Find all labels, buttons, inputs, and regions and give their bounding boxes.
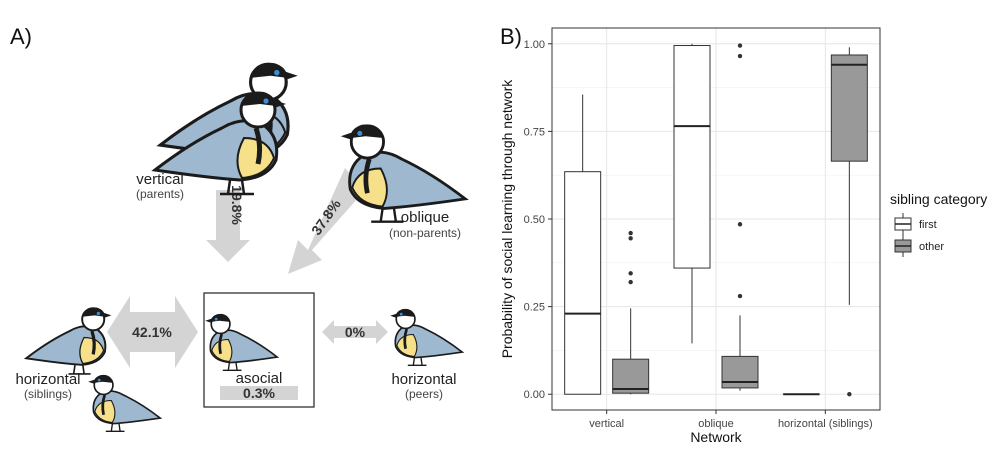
bird-oblique [341,125,465,222]
outlier-point [628,271,632,275]
y-tick-label: 0.75 [524,126,545,138]
vertical-sub: (parents) [136,187,184,201]
outlier-point [628,280,632,284]
x-axis-title: Network [690,429,742,444]
panel-a-letter: A) [10,24,32,49]
y-tick-label: 0.25 [524,302,545,314]
peers-sub: (peers) [405,387,443,401]
legend-label-first: first [919,219,937,231]
peers-label: horizontal [391,371,456,388]
outlier-point [847,392,851,396]
y-ticks: 0.00 0.25 0.50 0.75 1.00 [524,39,552,401]
outlier-point [738,222,742,226]
outlier-point [738,54,742,58]
grid-lines [552,28,880,410]
siblings-sub: (siblings) [24,387,72,401]
bird-peers [390,309,462,365]
bird-asocial [205,314,277,370]
outlier-point [628,236,632,240]
oblique-sub: (non-parents) [389,226,461,240]
bird-sibling-1 [26,307,111,373]
pct-siblings: 42.1% [132,324,172,340]
network-diagram-svg: A) 19.8% 37.8% 42.1% 0% asocial 0.3% ver… [0,0,495,444]
x-tick-label: horizontal (siblings) [778,418,873,430]
vertical-label: vertical [136,171,184,188]
box-first [565,172,601,395]
siblings-label: horizontal [15,371,80,388]
pct-asocial: 0.3% [243,385,275,401]
y-axis-title: Probability of social learning through n… [499,79,515,359]
network-diagram: A) 19.8% 37.8% 42.1% 0% asocial 0.3% ver… [0,0,495,444]
x-tick-label: vertical [589,418,624,430]
oblique-label: oblique [401,209,449,226]
pct-peers: 0% [345,324,366,340]
box-other [722,356,758,388]
box-other [831,55,867,161]
y-tick-label: 0.50 [524,214,545,226]
y-tick-label: 0.00 [524,389,545,401]
panel-b-letter: B) [500,24,522,49]
legend: sibling category first other [890,191,987,257]
outlier-point [738,43,742,47]
legend-title: sibling category [890,191,987,207]
box-first [674,46,710,269]
y-tick-label: 1.00 [524,39,545,51]
bird-sibling-2 [88,375,160,431]
outlier-point [738,294,742,298]
outlier-point [628,231,632,235]
legend-label-other: other [919,241,944,253]
